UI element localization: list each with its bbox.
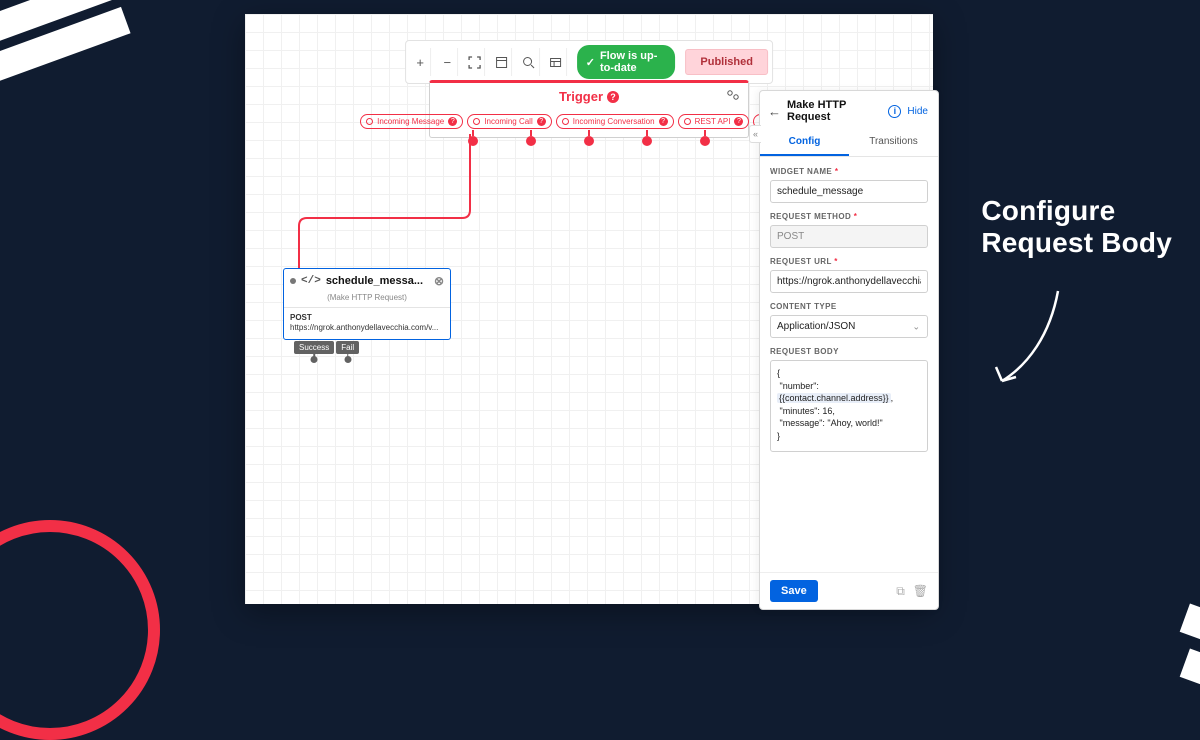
textarea-request-body[interactable]: { "number": {{contact.channel.address}},… bbox=[770, 360, 928, 452]
trigger-pill-incoming-conversation[interactable]: Incoming Conversation? bbox=[556, 114, 674, 129]
annotation-arrow bbox=[990, 285, 1070, 395]
input-request-url[interactable] bbox=[770, 270, 928, 293]
code-icon: </> bbox=[301, 275, 321, 287]
zoom-in-button[interactable]: + bbox=[410, 48, 431, 76]
trigger-pill-incoming-message[interactable]: Incoming Message? bbox=[360, 114, 463, 129]
publish-button[interactable]: Published bbox=[685, 49, 768, 75]
panel-title: Make HTTP Request bbox=[787, 99, 882, 123]
fullscreen-button[interactable] bbox=[464, 48, 485, 76]
flow-status-pill: ✓ Flow is up-to-date bbox=[577, 45, 676, 79]
trash-icon[interactable]: 🗑 bbox=[913, 584, 928, 598]
widget-outcome-tags: Success Fail bbox=[294, 341, 359, 354]
back-button[interactable]: ← bbox=[768, 104, 781, 119]
save-button[interactable]: Save bbox=[770, 580, 818, 602]
drag-handle-icon[interactable] bbox=[290, 278, 296, 284]
panel-tabs: Config Transitions bbox=[760, 129, 938, 157]
widget-method: POST bbox=[290, 313, 444, 323]
library-button[interactable] bbox=[546, 48, 567, 76]
port[interactable] bbox=[468, 136, 478, 146]
info-icon[interactable]: i bbox=[888, 105, 901, 118]
input-widget-name[interactable] bbox=[770, 180, 928, 203]
trigger-card[interactable]: Trigger ? Incoming Message? Incoming Cal… bbox=[429, 80, 749, 138]
trigger-pill-rest-api[interactable]: REST API? bbox=[678, 114, 750, 129]
annotation-text: Configure Request Body bbox=[981, 195, 1172, 259]
widget-type-label: (Make HTTP Request) bbox=[284, 293, 450, 307]
select-content-type[interactable] bbox=[770, 315, 928, 338]
widget-url: https://ngrok.anthonydellavecchia.com/v.… bbox=[290, 323, 444, 333]
label-content-type: CONTENT TYPE bbox=[770, 302, 928, 311]
canvas-toolbar: + − ✓ Flow is up-to-date Published bbox=[405, 40, 773, 84]
label-request-method: REQUEST METHOD * bbox=[770, 212, 928, 221]
port[interactable] bbox=[584, 136, 594, 146]
decor-circle bbox=[0, 520, 160, 740]
panel-collapse-button[interactable]: « bbox=[749, 125, 761, 143]
widget-card-schedule-message[interactable]: </> schedule_messa... ⊗ (Make HTTP Reque… bbox=[283, 268, 451, 340]
app-window: + − ✓ Flow is up-to-date Published Trigg… bbox=[245, 14, 933, 604]
outcome-fail[interactable]: Fail bbox=[336, 341, 359, 354]
trigger-title: Trigger bbox=[559, 89, 603, 104]
hide-button[interactable]: Hide bbox=[907, 106, 928, 117]
port[interactable] bbox=[642, 136, 652, 146]
port[interactable] bbox=[526, 136, 536, 146]
input-request-method[interactable] bbox=[770, 225, 928, 248]
tab-transitions[interactable]: Transitions bbox=[849, 129, 938, 156]
port[interactable] bbox=[700, 136, 710, 146]
widget-title: schedule_messa... bbox=[326, 275, 429, 287]
zoom-out-button[interactable]: − bbox=[437, 48, 458, 76]
label-request-url: REQUEST URL * bbox=[770, 257, 928, 266]
gear-icon[interactable] bbox=[726, 89, 740, 104]
fit-button[interactable] bbox=[491, 48, 512, 76]
tab-config[interactable]: Config bbox=[760, 129, 849, 156]
label-request-body: REQUEST BODY bbox=[770, 347, 928, 356]
help-icon[interactable]: ? bbox=[607, 91, 619, 103]
widget-body: POST https://ngrok.anthonydellavecchia.c… bbox=[284, 307, 450, 339]
trigger-pill-incoming-call[interactable]: Incoming Call? bbox=[467, 114, 551, 129]
close-icon[interactable]: ⊗ bbox=[434, 274, 444, 288]
trigger-ports bbox=[430, 136, 748, 146]
label-widget-name: WIDGET NAME * bbox=[770, 167, 928, 176]
chevron-down-icon: ⌄ bbox=[912, 321, 920, 332]
search-button[interactable] bbox=[519, 48, 540, 76]
check-icon: ✓ bbox=[586, 56, 595, 69]
outcome-success[interactable]: Success bbox=[294, 341, 334, 354]
copy-icon[interactable]: ⧉ bbox=[896, 584, 905, 599]
config-panel: « ← Make HTTP Request i Hide Config Tran… bbox=[759, 90, 939, 610]
flow-status-text: Flow is up-to-date bbox=[600, 50, 666, 74]
